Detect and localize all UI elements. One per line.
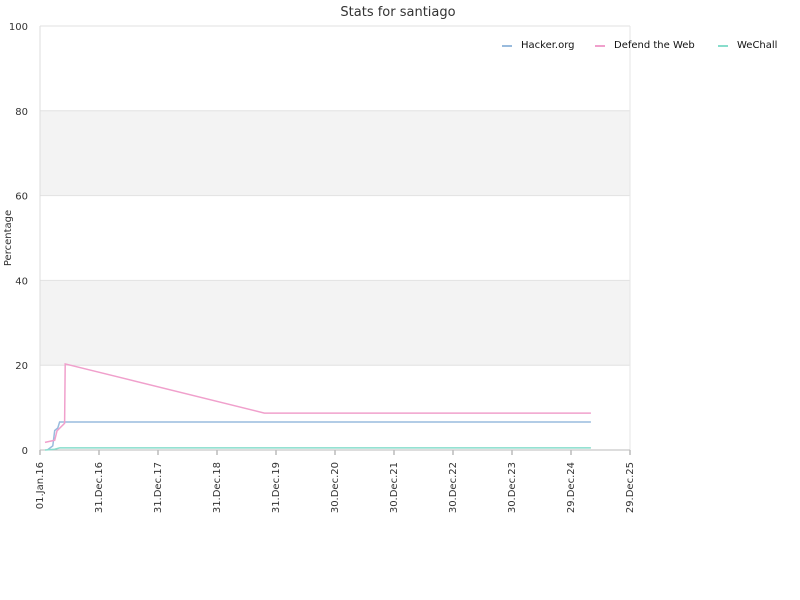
series-lines <box>44 362 591 451</box>
legend-label: Defend the Web <box>614 40 695 51</box>
x-tick-label: 30.Dec.21 <box>389 462 400 513</box>
x-tick-label: 29.Dec.24 <box>566 462 577 513</box>
x-axis: 01.Jan.16 31.Dec.16 31.Dec.17 31.Dec.18 31.D… <box>35 449 636 513</box>
x-tick-label: 31.Dec.16 <box>94 462 105 513</box>
x-tick-label: 01.Jan.16 <box>35 462 46 509</box>
y-tick-label: 100 <box>9 22 28 33</box>
x-tick-label: 30.Dec.20 <box>330 462 341 513</box>
chart-title: Stats for santiago <box>340 5 455 20</box>
legend: Hacker.org Defend the Web WeChall <box>502 40 777 51</box>
x-tick-label: 30.Dec.22 <box>448 462 459 513</box>
y-tick-label: 80 <box>15 107 28 118</box>
y-axis: 0 20 40 60 80 100 <box>9 22 28 457</box>
y-axis-label: Percentage <box>3 210 14 266</box>
x-tick-label: 31.Dec.19 <box>271 462 282 513</box>
y-tick-label: 40 <box>15 276 28 287</box>
background-bands <box>40 110 630 366</box>
y-tick-label: 60 <box>15 192 28 203</box>
grid-lines <box>39 25 631 451</box>
series-line-wechall <box>44 447 591 451</box>
x-tick-label: 30.Dec.23 <box>507 462 518 513</box>
y-tick-label: 20 <box>15 361 28 372</box>
series-line-defend-the-web <box>44 362 591 444</box>
x-tick-label: 31.Dec.18 <box>212 462 223 513</box>
grid-band <box>40 110 630 196</box>
grid-band <box>40 280 630 366</box>
legend-label: WeChall <box>737 40 777 51</box>
x-tick-label: 31.Dec.17 <box>153 462 164 513</box>
x-tick-label: 29.Dec.25 <box>625 462 636 513</box>
series-line-hacker-org <box>46 421 591 451</box>
legend-label: Hacker.org <box>521 40 575 51</box>
y-tick-label: 0 <box>22 446 28 457</box>
